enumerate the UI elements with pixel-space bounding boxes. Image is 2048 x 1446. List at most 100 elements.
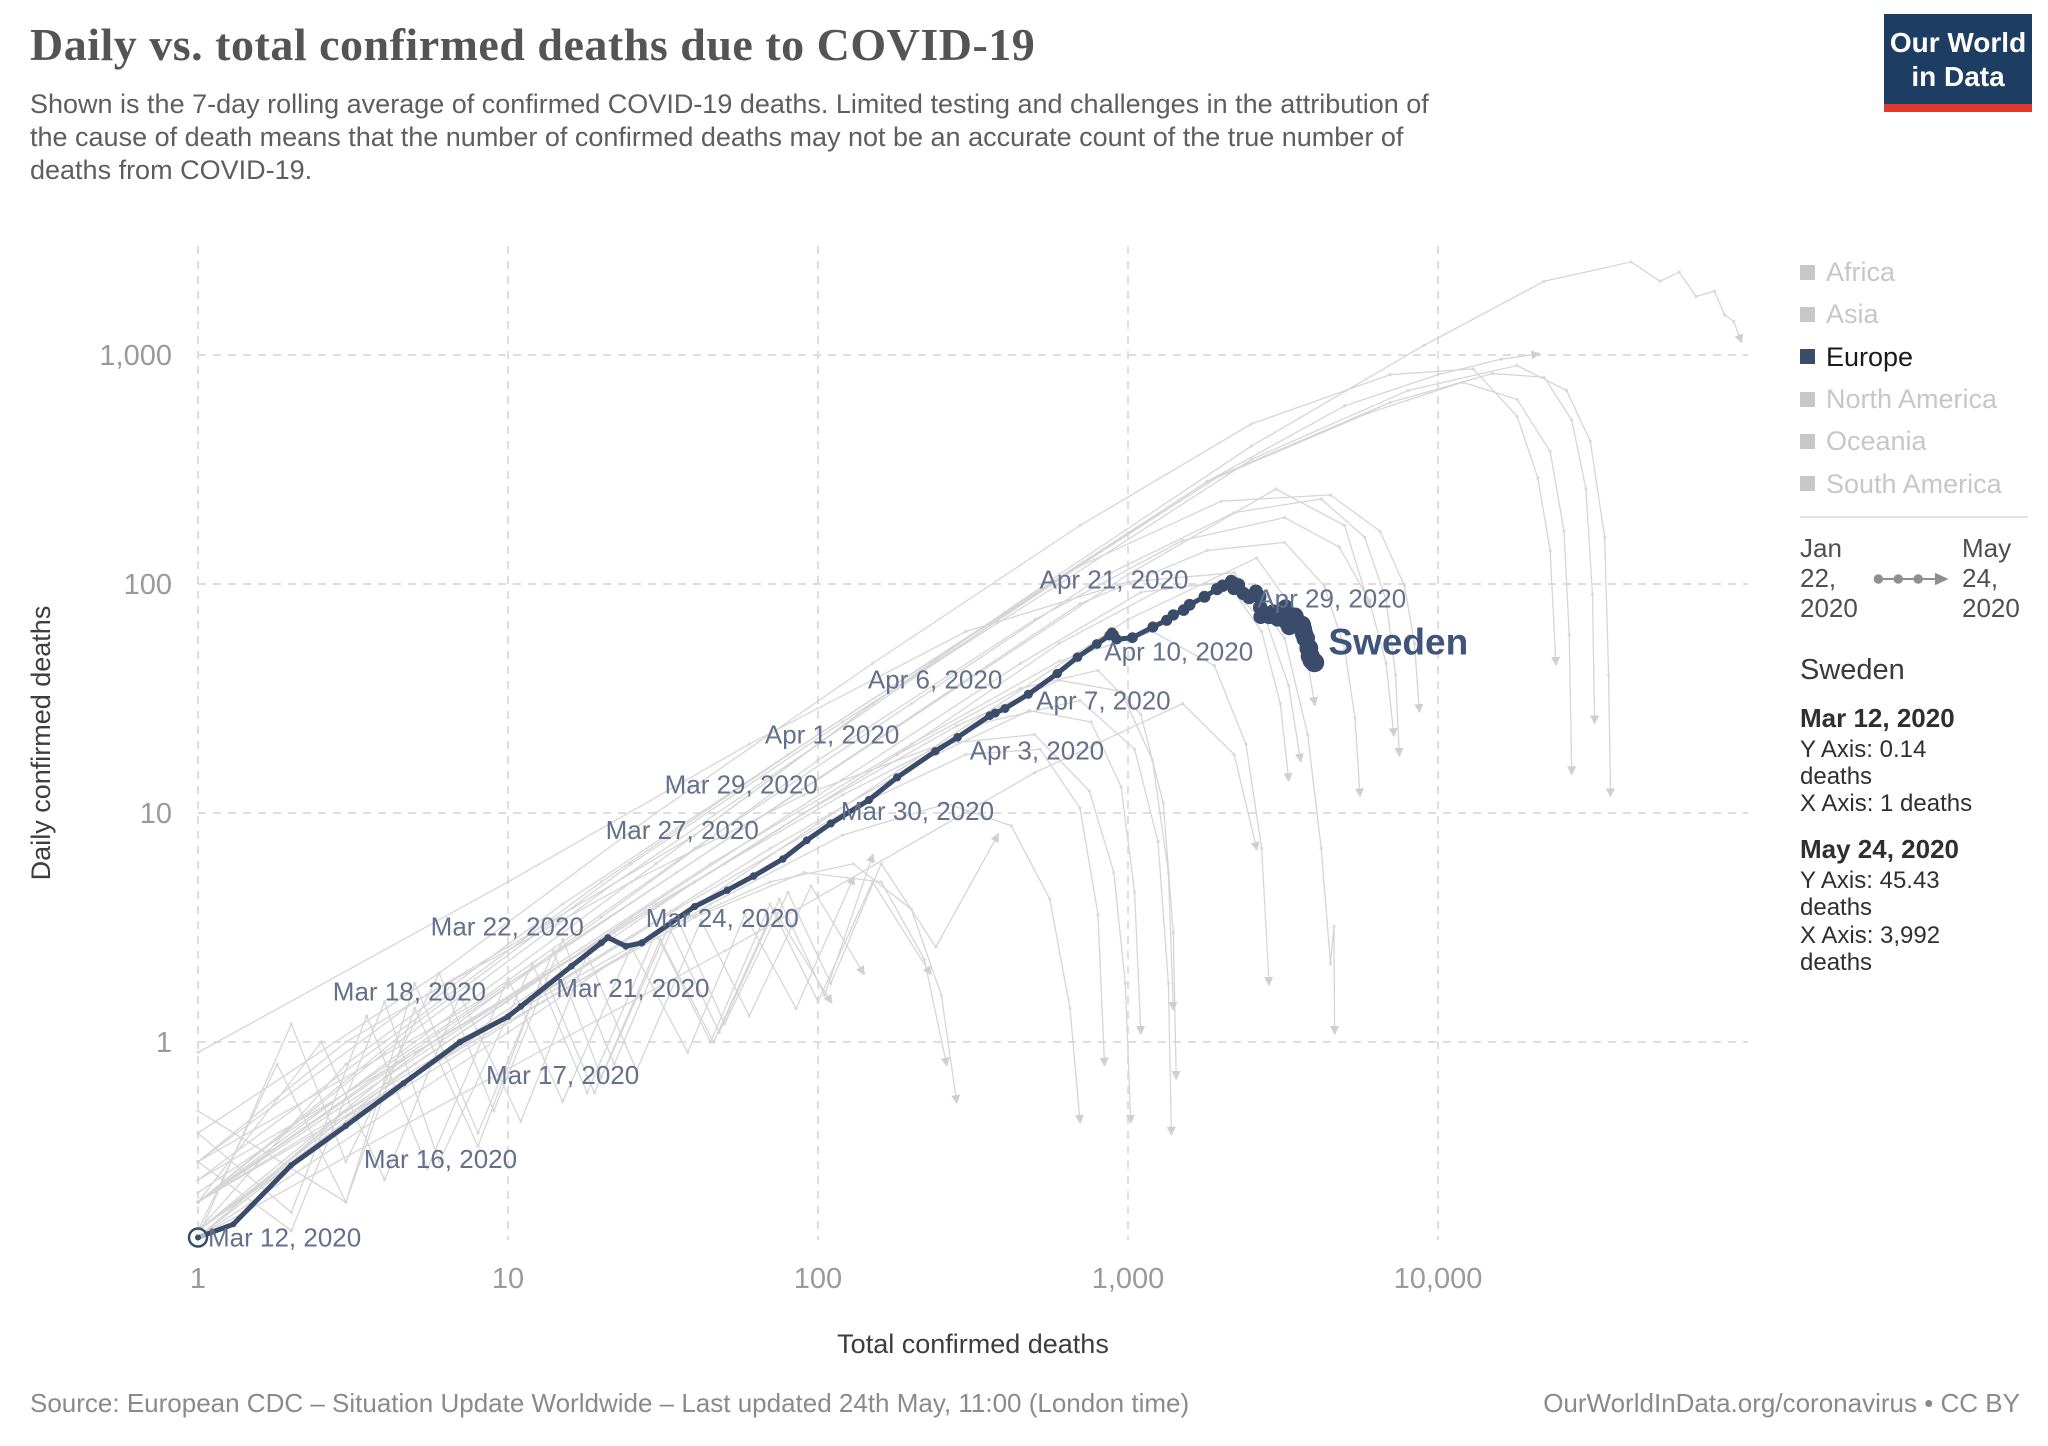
legend-item-asia[interactable]: Asia [1800, 300, 2040, 329]
country-trajectory-point [344, 1160, 348, 1164]
country-trajectory-point [196, 1160, 200, 1164]
country-trajectory-line[interactable] [197, 581, 1304, 1232]
sweden-point[interactable] [802, 836, 811, 845]
country-trajectory-point [1332, 924, 1336, 928]
sweden-point[interactable] [638, 939, 646, 947]
sweden-point[interactable] [1167, 609, 1180, 621]
country-trajectory-line[interactable] [197, 498, 1404, 1163]
country-trajectory-point [1156, 839, 1160, 844]
tooltip-point-block: May 24, 2020 Y Axis: 45.43 deaths X Axis… [1800, 834, 1980, 976]
country-trajectory-point [1166, 981, 1171, 986]
country-trajectory-point [1319, 497, 1323, 501]
sweden-point[interactable] [1252, 589, 1267, 604]
date-annotation: Mar 29, 2020 [665, 770, 818, 800]
country-trajectory-point [1161, 801, 1166, 806]
sweden-point[interactable] [1023, 689, 1033, 699]
country-trajectory-line[interactable] [197, 516, 1398, 1232]
country-trajectory-point [1328, 961, 1333, 966]
continent-legend: Africa Asia Europe North America Oceania… [1800, 258, 2040, 498]
country-trajectory-point [506, 880, 510, 884]
sweden-point[interactable] [1072, 652, 1083, 662]
sweden-point[interactable] [517, 1003, 525, 1010]
country-trajectory-point [1254, 556, 1259, 560]
sweden-point[interactable] [342, 1122, 349, 1129]
country-trajectory-line[interactable] [197, 733, 1135, 1163]
sweden-point[interactable] [1127, 632, 1138, 644]
country-trajectory-point [629, 862, 634, 866]
country-trajectory-point [851, 862, 855, 866]
sweden-point[interactable] [1091, 639, 1102, 649]
sweden-point[interactable] [749, 872, 758, 880]
country-trajectory-point [1306, 732, 1310, 737]
date-annotation: Mar 30, 2020 [841, 796, 994, 826]
legend-item-north-america[interactable]: North America [1800, 385, 2040, 413]
country-trajectory-point [1388, 400, 1392, 405]
sweden-point[interactable] [723, 886, 731, 894]
country-trajectory-point [1249, 422, 1254, 426]
sweden-point[interactable] [1111, 633, 1122, 645]
panel-divider [1800, 516, 2028, 519]
sweden-point[interactable] [1000, 704, 1010, 713]
timeline-control[interactable]: Jan 22, 2020 May 24, 2020 [1800, 533, 2034, 624]
country-trajectory-line[interactable] [197, 880, 932, 1232]
sweden-point[interactable] [622, 942, 630, 950]
country-trajectory-line[interactable] [197, 630, 1274, 1181]
country-trajectory-point [1057, 678, 1061, 682]
owid-link[interactable]: OurWorldInData.org/coronavirus • CC BY [1543, 1388, 2020, 1418]
sweden-point[interactable] [288, 1162, 295, 1169]
timeline-play-arrow-icon[interactable] [1870, 570, 1958, 588]
sweden-point[interactable] [893, 773, 902, 782]
chart-canvas[interactable]: 1 10 100 1,000 10,000 1 10 100 1,000 Total confir… [0, 190, 1790, 1365]
country-trajectory-point [344, 1109, 348, 1113]
sweden-point[interactable] [931, 747, 940, 756]
sweden-point[interactable] [230, 1221, 237, 1228]
legend-item-south-america[interactable]: South America [1800, 469, 2040, 498]
date-annotation: Apr 3, 2020 [970, 736, 1104, 766]
sweden-point[interactable] [195, 1234, 201, 1241]
sweden-point[interactable] [864, 795, 874, 805]
country-trajectory-point [1033, 771, 1037, 775]
sweden-point[interactable] [604, 934, 612, 941]
country-trajectory-point [1132, 890, 1137, 895]
country-trajectory-line[interactable] [197, 350, 1541, 1203]
sweden-point[interactable] [779, 855, 787, 863]
sweden-point[interactable] [400, 1080, 407, 1087]
country-trajectory-point [1139, 1030, 1143, 1035]
sweden-point[interactable] [456, 1038, 464, 1046]
sweden-point[interactable] [1147, 621, 1159, 633]
sweden-point[interactable] [568, 963, 575, 970]
sweden-point[interactable] [691, 903, 699, 911]
country-trajectory-line[interactable] [197, 368, 1561, 1134]
country-trajectory-point [1471, 367, 1476, 371]
country-trajectory-point [699, 918, 703, 922]
country-trajectory-point [1002, 610, 1007, 615]
country-trajectory-line[interactable] [197, 699, 1176, 1203]
x-tick-label: 100 [794, 1263, 842, 1295]
sweden-point[interactable] [1198, 590, 1211, 603]
sweden-point[interactable] [1183, 598, 1196, 611]
country-trajectory-point [560, 902, 565, 906]
sweden-point[interactable] [1052, 668, 1062, 679]
country-trajectory-line[interactable] [197, 702, 1260, 1239]
legend-item-africa[interactable]: Africa [1800, 258, 2040, 286]
sweden-point[interactable] [1304, 652, 1325, 673]
country-trajectory-line[interactable] [197, 802, 1084, 1232]
tooltip-point-date: Mar 12, 2020 [1800, 702, 1955, 733]
country-trajectory-point [1078, 523, 1082, 528]
country-trajectory-point [382, 1000, 387, 1004]
legend-item-oceania[interactable]: Oceania [1800, 427, 2040, 456]
country-trajectory-point [1358, 793, 1362, 797]
sweden-point[interactable] [504, 1013, 512, 1020]
country-trajectory-point [196, 1190, 200, 1195]
country-trajectory-point [1592, 720, 1597, 724]
sweden-point[interactable] [953, 733, 962, 742]
sweden-point[interactable] [826, 819, 835, 828]
sweden-point[interactable] [597, 939, 605, 947]
legend-item-europe[interactable]: Europe [1800, 342, 2040, 371]
owid-logo[interactable]: Our World in Data [1884, 14, 2032, 113]
right-panel: Africa Asia Europe North America Oceania… [1800, 258, 2040, 976]
country-trajectory-point [1337, 545, 1341, 549]
country-trajectory-point [1180, 538, 1185, 543]
country-trajectory-point [1328, 493, 1333, 497]
sweden-point[interactable] [990, 708, 1000, 718]
